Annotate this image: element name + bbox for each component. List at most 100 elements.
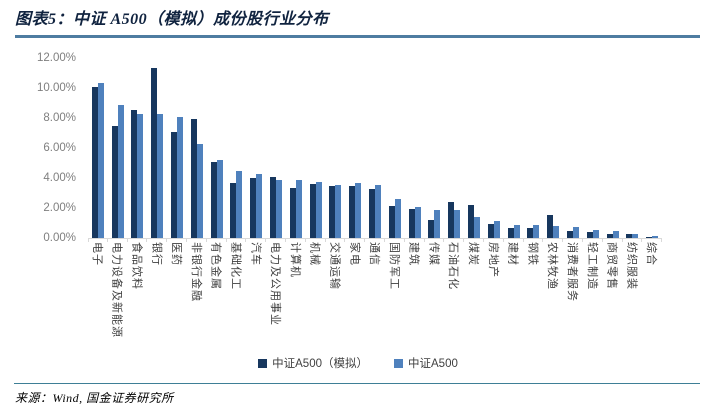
axis-tick xyxy=(502,238,504,242)
y-tick-label: 2.00% xyxy=(43,202,76,214)
x-label-cell: 建筑 xyxy=(405,242,425,346)
bar-pair xyxy=(626,233,639,238)
x-label-cell: 建材 xyxy=(504,242,524,346)
y-tick-label: 8.00% xyxy=(43,112,76,124)
bar-pair xyxy=(586,229,599,238)
legend-swatch-dark xyxy=(258,358,268,368)
bar xyxy=(408,208,415,238)
figure-title: 图表5：中证 A500（模拟）成份股行业分布 xyxy=(15,11,329,28)
category-slot xyxy=(326,58,346,242)
bar xyxy=(250,178,257,238)
bar-pair xyxy=(91,82,104,238)
category-label: 有色金属 xyxy=(209,242,222,290)
axis-tick xyxy=(106,238,108,242)
axis-tick xyxy=(225,238,227,242)
category-slot xyxy=(385,58,405,242)
x-label-cell: 国防军工 xyxy=(385,242,405,346)
x-label-cell: 电子 xyxy=(88,242,108,346)
category-slot xyxy=(147,58,168,242)
category-label: 家电 xyxy=(348,242,361,266)
bar-pair xyxy=(448,202,461,238)
axis-tick xyxy=(621,238,623,242)
axis-tick xyxy=(403,238,405,242)
x-label-cell: 农林牧渔 xyxy=(543,242,563,346)
bar xyxy=(652,235,659,238)
bar-pair xyxy=(369,184,382,238)
legend-item-a500: 中证A500 xyxy=(394,355,458,371)
category-label: 煤炭 xyxy=(467,242,480,266)
bar-pair xyxy=(289,180,302,238)
category-label: 银行 xyxy=(150,242,163,266)
x-label-cell: 交通运输 xyxy=(326,242,346,346)
category-slot xyxy=(227,58,247,242)
category-slot xyxy=(306,58,326,242)
x-label-cell: 非银行金融 xyxy=(187,242,207,346)
bar xyxy=(632,233,639,238)
bar xyxy=(394,199,401,238)
category-label: 房地产 xyxy=(486,242,499,278)
bar xyxy=(448,202,455,238)
category-slot xyxy=(88,58,108,242)
category-slot xyxy=(603,58,623,242)
x-label-cell: 汽车 xyxy=(246,242,266,346)
category-slot xyxy=(167,58,187,242)
x-label-cell: 钢铁 xyxy=(524,242,544,346)
bar xyxy=(527,228,534,238)
legend-label: 中证A500（模拟） xyxy=(272,358,368,370)
category-label: 商贸零售 xyxy=(605,242,618,290)
x-label-cell: 传媒 xyxy=(425,242,445,346)
category-label: 纺织服装 xyxy=(625,242,638,290)
bar-pair xyxy=(329,184,342,238)
bar-pair xyxy=(131,109,144,238)
bar-pair xyxy=(428,209,441,238)
axis-tick xyxy=(304,238,306,242)
bar xyxy=(137,113,144,238)
category-slot xyxy=(444,58,465,242)
category-slot xyxy=(187,58,207,242)
y-tick-label: 6.00% xyxy=(43,142,76,154)
bar-pair xyxy=(388,199,401,238)
category-label: 轻工制造 xyxy=(585,242,598,290)
bar xyxy=(355,183,362,238)
bar xyxy=(210,161,217,238)
bar xyxy=(171,131,178,238)
axis-tick xyxy=(146,238,148,242)
bar xyxy=(493,220,500,238)
bar xyxy=(388,205,395,238)
axis-tick xyxy=(641,238,643,242)
axis-tick xyxy=(423,238,425,242)
x-label-cell: 消费者服务 xyxy=(563,242,583,346)
category-label: 建筑 xyxy=(407,242,420,266)
x-label-cell: 食品饮料 xyxy=(128,242,148,346)
bar xyxy=(434,209,441,238)
x-label-cell: 银行 xyxy=(147,242,167,346)
bar xyxy=(131,109,138,238)
category-slot xyxy=(345,58,366,242)
category-slot xyxy=(543,58,564,242)
bar-pair xyxy=(468,205,481,238)
bar xyxy=(468,205,475,238)
category-label: 钢铁 xyxy=(526,242,539,266)
y-axis: 12.00% 10.00% 8.00% 6.00% 4.00% 2.00% 0.00% xyxy=(0,52,80,244)
bar-pair xyxy=(309,181,322,238)
category-slot xyxy=(207,58,227,242)
legend-swatch-light xyxy=(394,358,403,368)
bar-pair xyxy=(408,207,421,238)
legend-label: 中证A500 xyxy=(408,358,458,370)
bar xyxy=(111,125,118,238)
axis-tick xyxy=(562,238,564,242)
x-label-cell: 家电 xyxy=(345,242,365,346)
category-slot xyxy=(642,58,663,242)
bar xyxy=(117,104,124,238)
axis-tick xyxy=(205,238,207,242)
axis-tick xyxy=(581,238,583,242)
bar xyxy=(586,232,593,238)
x-label-cell: 纺织服装 xyxy=(623,242,643,346)
axis-tick xyxy=(463,238,465,242)
bar-pair xyxy=(190,118,203,238)
axis-tick xyxy=(265,238,267,242)
category-label: 电力设备及新能源 xyxy=(110,242,123,338)
bar xyxy=(315,181,322,238)
category-label: 基础化工 xyxy=(229,242,242,290)
